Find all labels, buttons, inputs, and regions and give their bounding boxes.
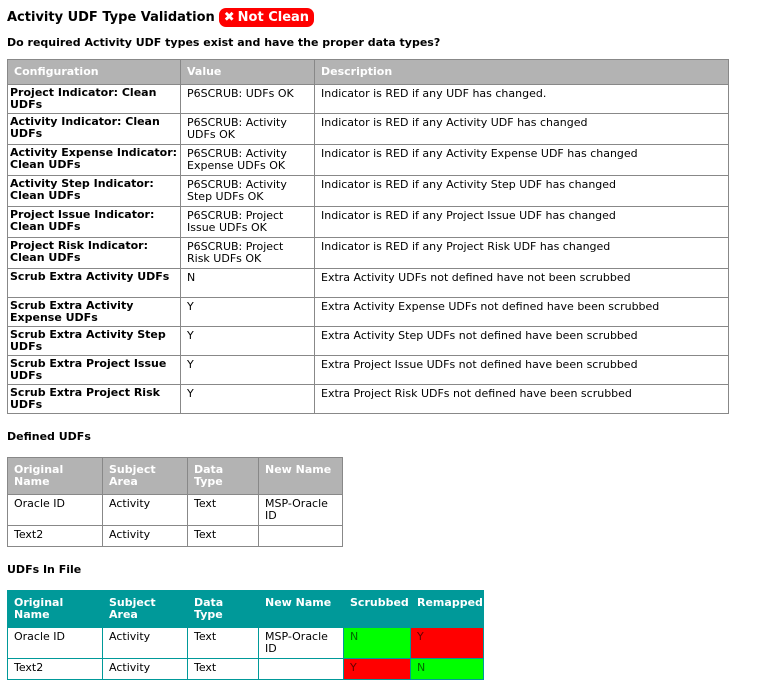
table-cell: Activity Step Indicator: Clean UDFs [7, 175, 181, 207]
udfs-in-file-heading: UDFs In File [7, 563, 82, 576]
table-row: Scrub Extra Project Issue UDFs Y Extra Pro… [7, 355, 729, 385]
table-cell: N [410, 658, 484, 680]
table-cell [258, 658, 344, 680]
column-header: Scrubbed [343, 590, 411, 628]
status-label: Not Clean [237, 10, 310, 25]
column-header: Original Name [7, 457, 103, 495]
table-cell: Oracle ID [7, 627, 103, 659]
table-cell: P6SCRUB: UDFs OK [180, 84, 315, 114]
table-cell: Extra Project Issue UDFs not defined hav… [314, 355, 729, 385]
column-header: Remapped [410, 590, 484, 628]
table-cell: Y [343, 658, 411, 680]
status-badge: ✖ Not Clean [218, 8, 315, 27]
table-cell: Text2 [7, 658, 103, 680]
table-row: Scrub Extra Project Risk UDFs Y Extra Proj… [7, 384, 729, 414]
table-row: Activity Indicator: Clean UDFs P6SCRUB: A… [7, 113, 729, 145]
table-row: Project Indicator: Clean UDFs P6SCRUB: UD… [7, 84, 729, 114]
table-cell: Scrub Extra Project Issue UDFs [7, 355, 181, 385]
table-row: Project Risk Indicator: Clean UDFs P6SCRU… [7, 237, 729, 269]
table-row: Oracle ID Activity Text MSP-Oracle ID N Y [7, 627, 484, 659]
config-table: Configuration Value Description Project Ind… [7, 59, 729, 414]
table-row: Scrub Extra Activity UDFs N Extra Activity… [7, 268, 729, 298]
table-cell: Text [187, 658, 259, 680]
table-cell: Indicator is RED if any Activity Step UD… [314, 175, 729, 207]
question: Do required Activity UDF types exist and… [7, 36, 441, 49]
table-cell: Indicator is RED if any Project Risk UDF… [314, 237, 729, 269]
table-cell: Indicator is RED if any Activity Expense… [314, 144, 729, 176]
column-header: Value [180, 59, 315, 85]
table-cell: N [180, 268, 315, 298]
udfs-in-file-table: Original Name Subject Area Data Type New Na… [7, 590, 484, 680]
table-row: Scrub Extra Activity Expense UDFs Y Extra … [7, 297, 729, 327]
table-cell: Extra Activity Step UDFs not defined hav… [314, 326, 729, 356]
column-header: Subject Area [102, 457, 188, 495]
column-header: Description [314, 59, 729, 85]
column-header: Original Name [7, 590, 103, 628]
table-cell: Scrub Extra Activity Expense UDFs [7, 297, 181, 327]
table-row: Scrub Extra Activity Step UDFs Y Extra Act… [7, 326, 729, 356]
title-text: Activity UDF Type Validation [7, 10, 215, 25]
table-row: Text2 Activity Text Y N [7, 658, 484, 680]
column-header: New Name [258, 457, 343, 495]
table-cell: Y [180, 297, 315, 327]
table-cell: P6SCRUB: Project Risk UDFs OK [180, 237, 315, 269]
column-header: New Name [258, 590, 344, 628]
table-cell: MSP-Oracle ID [258, 494, 343, 526]
table-cell: Scrub Extra Activity UDFs [7, 268, 181, 298]
table-cell: Project Risk Indicator: Clean UDFs [7, 237, 181, 269]
table-cell: MSP-Oracle ID [258, 627, 344, 659]
table-cell: Extra Project Risk UDFs not defined have… [314, 384, 729, 414]
table-cell: Y [180, 355, 315, 385]
table-cell: Project Indicator: Clean UDFs [7, 84, 181, 114]
table-cell: Y [410, 627, 484, 659]
table-cell: Activity [102, 494, 188, 526]
table-row: Project Issue Indicator: Clean UDFs P6SCR… [7, 206, 729, 238]
column-header: Subject Area [102, 590, 188, 628]
table-row: Activity Expense Indicator: Clean UDFs P6… [7, 144, 729, 176]
table-cell: Project Issue Indicator: Clean UDFs [7, 206, 181, 238]
table-cell: Y [180, 326, 315, 356]
table-cell: Indicator is RED if any UDF has changed. [314, 84, 729, 114]
defined-udfs-table: Original Name Subject Area Data Type New Na… [7, 457, 343, 547]
x-icon: ✖ [223, 10, 235, 25]
table-cell: Activity [102, 627, 188, 659]
column-header: Data Type [187, 590, 259, 628]
table-cell: Activity Indicator: Clean UDFs [7, 113, 181, 145]
defined-udfs-heading: Defined UDFs [7, 430, 91, 443]
table-cell [258, 525, 343, 547]
table-cell: Text [187, 627, 259, 659]
table-cell: Text [187, 525, 259, 547]
column-header: Configuration [7, 59, 181, 85]
table-cell: Indicator is RED if any Project Issue UD… [314, 206, 729, 238]
table-cell: Text2 [7, 525, 103, 547]
table-cell: P6SCRUB: Activity Step UDFs OK [180, 175, 315, 207]
column-header: Data Type [187, 457, 259, 495]
table-cell: P6SCRUB: Activity UDFs OK [180, 113, 315, 145]
table-cell: Extra Activity UDFs not defined have not… [314, 268, 729, 298]
table-cell: Activity [102, 525, 188, 547]
table-cell: P6SCRUB: Activity Expense UDFs OK [180, 144, 315, 176]
table-cell: Extra Activity Expense UDFs not defined … [314, 297, 729, 327]
table-row: Activity Step Indicator: Clean UDFs P6SCR… [7, 175, 729, 207]
table-row: Text2 Activity Text [7, 525, 343, 547]
table-cell: P6SCRUB: Project Issue UDFs OK [180, 206, 315, 238]
table-cell: Indicator is RED if any Activity UDF has… [314, 113, 729, 145]
table-cell: Y [180, 384, 315, 414]
table-cell: N [343, 627, 411, 659]
table-row: Oracle ID Activity Text MSP-Oracle ID [7, 494, 343, 526]
table-cell: Activity [102, 658, 188, 680]
table-cell: Activity Expense Indicator: Clean UDFs [7, 144, 181, 176]
table-cell: Oracle ID [7, 494, 103, 526]
page-title: Activity UDF Type Validation ✖ Not Clean [7, 8, 758, 27]
table-cell: Scrub Extra Activity Step UDFs [7, 326, 181, 356]
table-cell: Scrub Extra Project Risk UDFs [7, 384, 181, 414]
table-cell: Text [187, 494, 259, 526]
